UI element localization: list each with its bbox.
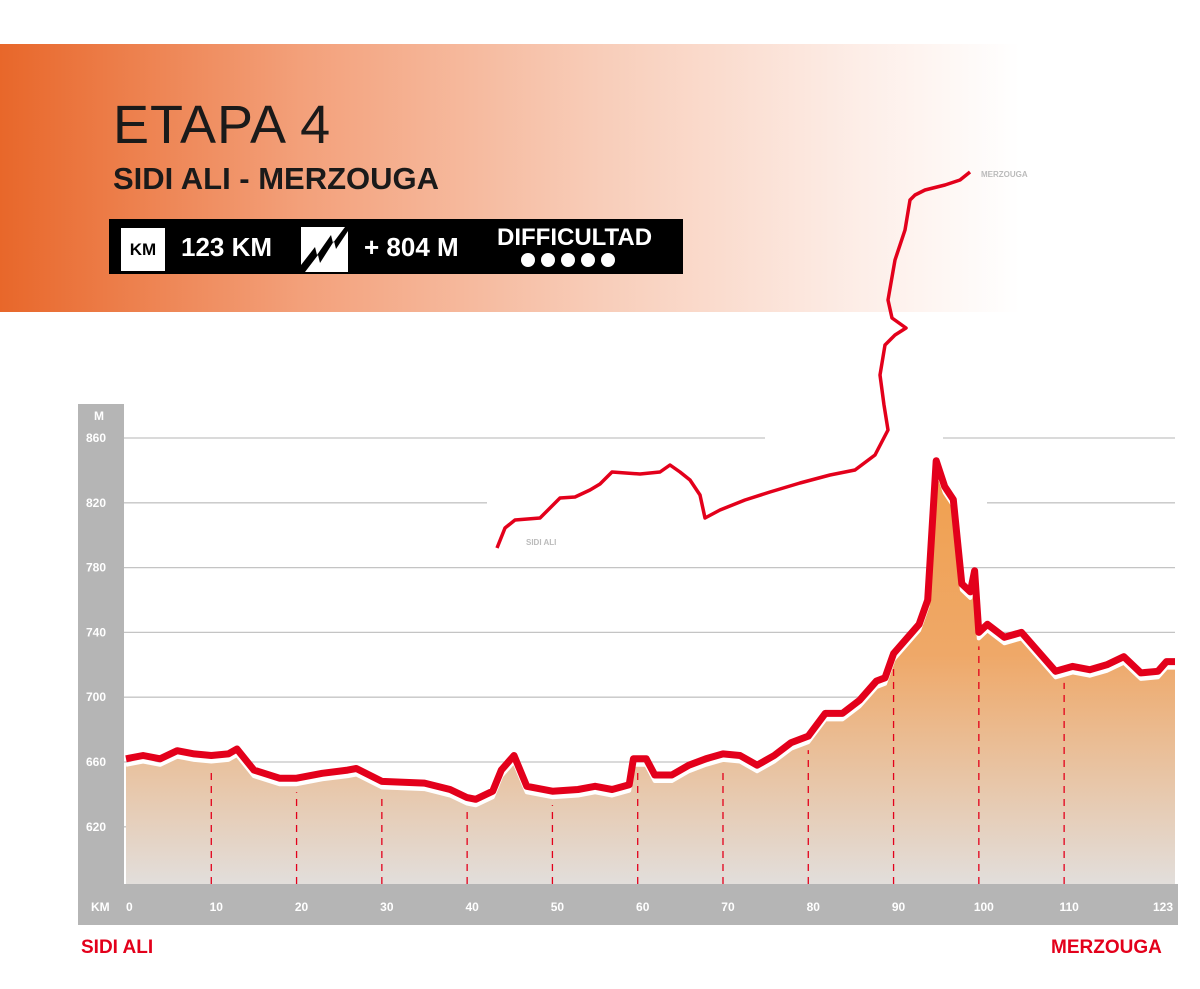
y-tick-label: 860 [86,431,106,445]
map-end-label: MERZOUGA [981,170,1028,179]
x-tick-label: 110 [1059,900,1079,914]
x-tick-label: 123 [1153,900,1173,914]
elevation-line [125,457,1175,803]
stage-title: ETAPA 4 [113,95,332,155]
difficulty-dot [561,253,575,267]
climb-value: + 804 M [364,232,459,262]
difficulty-dot [601,253,615,267]
x-tick-label: 100 [974,900,994,914]
difficulty-label: DIFFICULTAD [497,224,653,251]
stats-bar: KM 123 KM + 804 M DIFFICULTAD [109,219,683,274]
x-tick-label: 10 [210,900,224,914]
elevation-area [126,466,1175,884]
x-tick-label: 0 [126,900,133,914]
route-map [495,170,972,549]
y-axis-label: M [94,409,104,423]
difficulty-rating [521,253,615,267]
x-tick-label: 70 [721,900,735,914]
difficulty-dot [581,253,595,267]
distance-value: 123 KM [181,232,273,262]
x-axis-band [78,884,1178,925]
y-tick-label: 780 [86,561,106,575]
end-location: MERZOUGA [1051,937,1162,958]
x-tick-label: 50 [551,900,565,914]
x-tick-label: 20 [295,900,309,914]
x-tick-label: 80 [807,900,821,914]
y-axis-band [78,404,124,925]
elevation-inner-line [125,464,1175,808]
x-tick-label: 40 [465,900,479,914]
y-tick-label: 620 [86,820,106,834]
km-icon: KM [121,228,165,271]
x-tick-label: 90 [892,900,906,914]
x-tick-label: 60 [636,900,650,914]
difficulty-dot [521,253,535,267]
map-start-label: SIDI ALI [526,538,556,547]
start-location: SIDI ALI [81,937,154,958]
y-tick-label: 740 [86,625,106,639]
y-tick-label: 700 [86,690,106,704]
y-tick-label: 660 [86,755,106,769]
x-tick-label: 30 [380,900,394,914]
elevation-gain-icon [301,227,348,272]
difficulty-dot [541,253,555,267]
x-axis-label: KM [91,900,110,914]
y-tick-label: 820 [86,496,106,510]
stage-route: SIDI ALI - MERZOUGA [113,161,440,196]
